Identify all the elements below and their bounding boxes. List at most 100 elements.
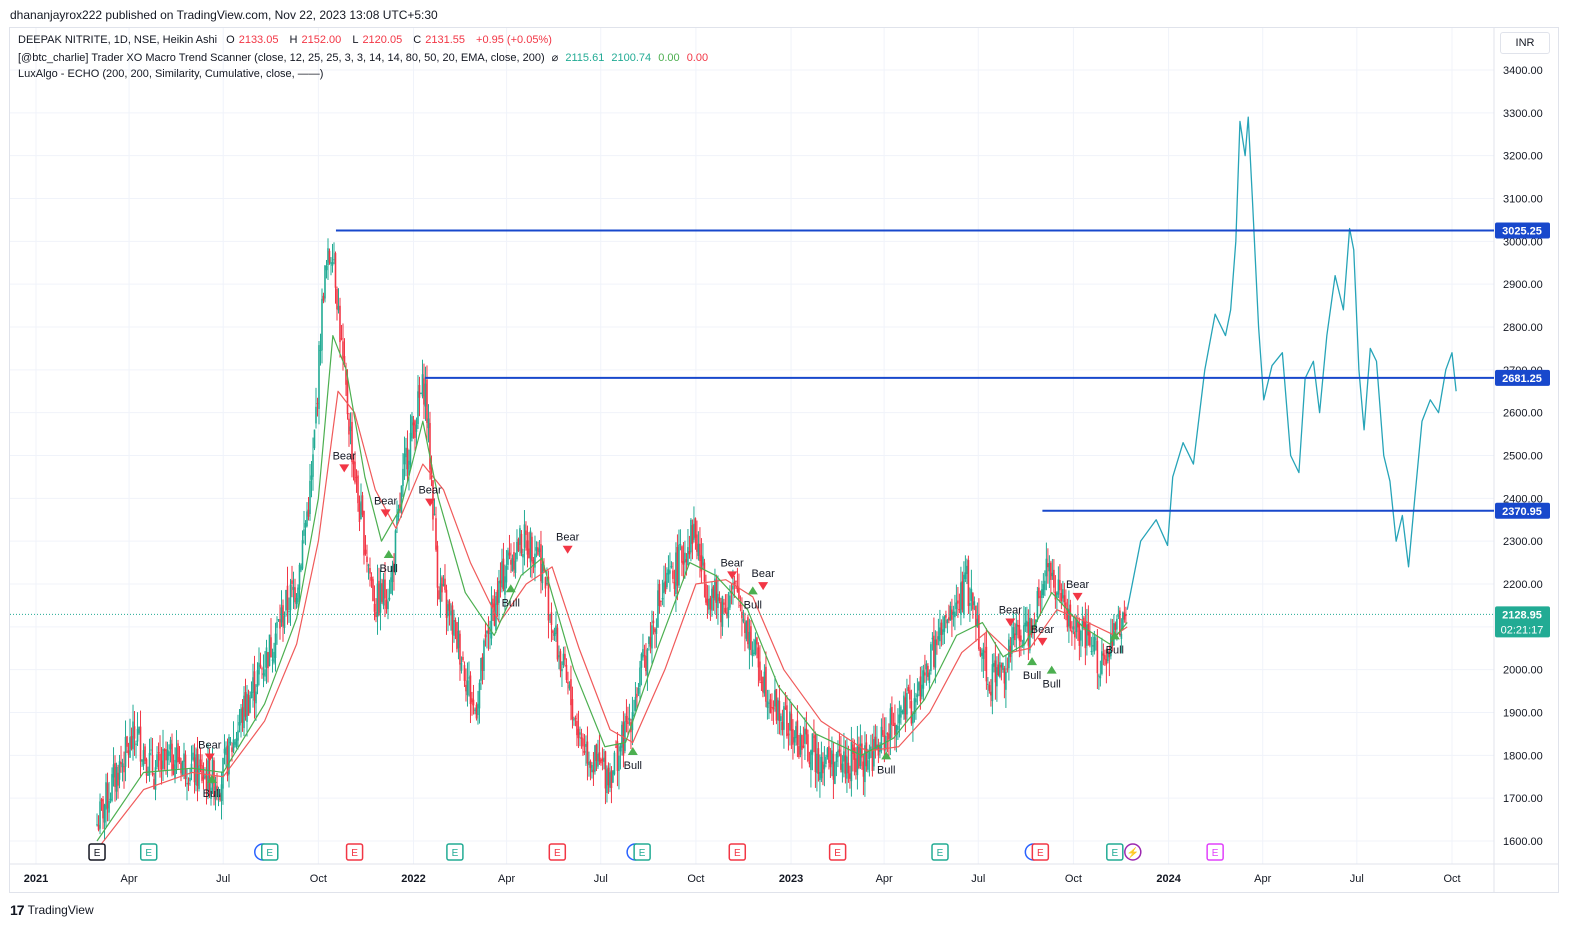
candle-body	[372, 579, 374, 601]
candle-body	[664, 581, 667, 592]
candle-body	[835, 753, 838, 763]
candle-body	[582, 738, 584, 747]
candle-body	[774, 690, 776, 707]
candle-body	[274, 633, 277, 659]
candle-body	[202, 776, 205, 780]
candle-body	[952, 611, 955, 615]
candle-body	[387, 601, 389, 610]
candle-body	[505, 566, 508, 583]
candle-body	[615, 746, 617, 748]
legend-indicator-1-title[interactable]: [@btc_charlie] Trader XO Macro Trend Sca…	[18, 52, 545, 64]
candle-body	[759, 661, 761, 681]
candle-body	[147, 774, 149, 776]
earnings-event-icon[interactable]: E	[1206, 843, 1224, 861]
candle-body	[187, 782, 190, 785]
bear-signal-marker	[1037, 637, 1048, 646]
candle-body	[403, 453, 406, 465]
candle-body	[919, 676, 922, 702]
candle-body	[1000, 664, 1003, 668]
candle-body	[276, 622, 278, 628]
candle-body	[201, 765, 203, 781]
candle-body	[1045, 558, 1048, 577]
earnings-event-icon[interactable]: E	[633, 843, 651, 861]
earnings-event-box	[1031, 843, 1050, 861]
earnings-event-icon[interactable]: E	[728, 843, 747, 861]
candle-body	[844, 755, 847, 774]
candle-body	[576, 720, 578, 736]
candle-body	[862, 761, 865, 777]
candle-body	[670, 566, 673, 568]
candle-body	[691, 525, 694, 544]
candle-body	[595, 744, 598, 761]
earnings-event-icon[interactable]: E	[931, 843, 949, 861]
candle-body	[1020, 635, 1022, 642]
earnings-event-icon[interactable]: E	[1031, 843, 1050, 861]
candle-body	[655, 628, 658, 634]
candle-body	[475, 704, 478, 719]
candle-body	[1062, 589, 1064, 599]
candle-body	[561, 668, 563, 672]
legend-symbol-row[interactable]: DEEPAK NITRITE, 1D, NSE, Heikin Ashi O 21…	[18, 34, 556, 46]
legend-indicator-1[interactable]: [@btc_charlie] Trader XO Macro Trend Sca…	[18, 51, 708, 64]
candle-body	[376, 583, 379, 618]
candle-body	[612, 771, 614, 783]
candle-body	[873, 739, 875, 767]
earnings-event-icon[interactable]: E	[1106, 843, 1124, 861]
candle-body	[1060, 593, 1063, 602]
candle-body	[393, 562, 395, 573]
candle-body	[154, 767, 157, 790]
candle-body	[193, 757, 196, 783]
candle-body	[324, 265, 326, 299]
earnings-event-label: E	[554, 848, 561, 859]
legend-symbol[interactable]: DEEPAK NITRITE, 1D, NSE, Heikin Ashi	[18, 34, 218, 46]
x-tick-label: Jul	[971, 873, 985, 885]
candle-body	[240, 708, 242, 723]
candle-body	[229, 741, 232, 744]
y-tick-label: 2800.00	[1503, 322, 1543, 334]
candle-body	[241, 707, 244, 724]
earnings-event-icon[interactable]: E	[345, 843, 364, 861]
candle-body	[309, 480, 311, 514]
candle-body	[286, 585, 289, 611]
legend-indicator-1-icon[interactable]: ⌀	[551, 52, 559, 64]
candle-body	[460, 662, 463, 671]
candle-body	[421, 374, 424, 397]
earnings-event-icon[interactable]: E	[261, 843, 279, 861]
earnings-event-icon[interactable]: E	[828, 843, 847, 861]
legend-indicator-2[interactable]: LuxAlgo - ECHO (200, 200, Similarity, Cu…	[18, 68, 323, 80]
candle-body	[349, 426, 352, 431]
candle-body	[462, 656, 464, 661]
earnings-event-icon[interactable]: E	[88, 843, 106, 861]
candle-body	[253, 671, 256, 701]
legend-indicator-2-title[interactable]: LuxAlgo - ECHO (200, 200, Similarity, Cu…	[18, 68, 324, 80]
bear-signal-marker	[727, 571, 738, 580]
x-tick-label: 2021	[24, 873, 48, 885]
tradingview-footer[interactable]: 17 TradingView	[10, 902, 94, 918]
earnings-event-icon[interactable]: E	[548, 843, 567, 861]
candle-body	[280, 607, 283, 623]
candle-body	[570, 679, 572, 706]
candle-body	[798, 746, 800, 757]
candle-body	[636, 693, 638, 698]
candle-body	[189, 777, 191, 782]
candle-body	[951, 609, 953, 620]
candle-body	[207, 760, 209, 791]
candle-body	[1018, 625, 1021, 641]
candle-body	[478, 682, 481, 709]
earnings-event-icon[interactable]: E	[139, 843, 158, 861]
candle-body	[243, 695, 245, 729]
candle-body	[843, 751, 845, 762]
candle-body	[471, 698, 473, 703]
candle-body	[946, 619, 949, 624]
candle-body	[162, 748, 164, 769]
bear-signal-label: Bear	[198, 739, 222, 751]
earnings-event-icon[interactable]: E	[446, 843, 464, 861]
candle-body	[963, 574, 965, 615]
candle-body	[318, 345, 320, 409]
candle-body	[793, 737, 796, 743]
candle-body	[270, 637, 272, 658]
currency-button[interactable]: INR	[1500, 32, 1550, 54]
candle-body	[702, 556, 704, 566]
candle-body	[463, 665, 466, 681]
